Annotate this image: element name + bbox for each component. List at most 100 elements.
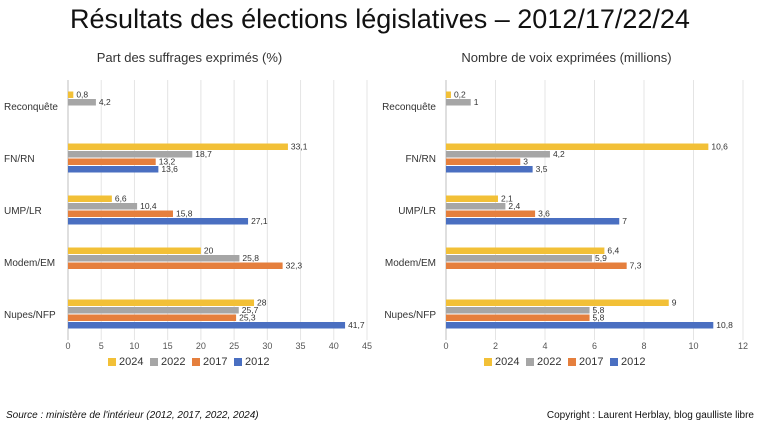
legend-label: 2017	[203, 356, 227, 368]
x-tick-label: 12	[738, 341, 748, 351]
bar-2012	[68, 166, 159, 173]
data-label: 6,4	[607, 246, 619, 256]
bar-2022	[446, 203, 506, 210]
bar-2024	[68, 91, 74, 98]
data-label: 25,3	[239, 313, 256, 323]
source-note: Source : ministère de l'intérieur (2012,…	[6, 410, 259, 421]
bar-2017	[446, 158, 521, 165]
data-label: 2,1	[501, 194, 513, 204]
data-label: 5,8	[593, 313, 605, 323]
bar-2022	[68, 307, 239, 314]
bar-2017	[68, 314, 237, 321]
data-label: 3,6	[538, 209, 550, 219]
data-label: 5,9	[595, 253, 607, 263]
legend-label: 2022	[537, 356, 561, 368]
x-tick-label: 15	[163, 341, 173, 351]
bar-2012	[446, 322, 714, 329]
data-label: 5,8	[593, 305, 605, 315]
legend-label: 2012	[245, 356, 269, 368]
bar-2024	[68, 247, 201, 254]
category-label: Nupes/NFP	[384, 310, 436, 321]
x-tick-label: 40	[329, 341, 339, 351]
data-label: 0,2	[454, 90, 466, 100]
bar-2024	[68, 143, 288, 150]
data-label: 32,3	[286, 261, 303, 271]
legend-label: 2017	[579, 356, 603, 368]
data-label: 25,7	[242, 305, 259, 315]
bar-2024	[446, 247, 605, 254]
bar-2022	[446, 151, 550, 158]
category-label: Modem/EM	[385, 258, 436, 269]
data-label: 27,1	[251, 216, 268, 226]
legend-label: 2024	[119, 356, 143, 368]
legend-label: 2022	[161, 356, 185, 368]
category-label: Reconquête	[382, 102, 436, 113]
legend-swatch-2012	[234, 358, 242, 366]
category-label: UMP/LR	[4, 206, 42, 217]
x-tick-label: 6	[592, 341, 597, 351]
bar-2012	[446, 218, 620, 225]
category-label: FN/RN	[4, 154, 35, 165]
x-tick-label: 25	[229, 341, 239, 351]
bar-2022	[446, 99, 471, 106]
legend-label: 2012	[621, 356, 645, 368]
legend-swatch-2024	[484, 358, 492, 366]
bar-2012	[68, 218, 249, 225]
bar-2024	[446, 91, 451, 98]
bar-2017	[446, 210, 536, 217]
bar-2024	[446, 299, 669, 306]
data-label: 28	[257, 298, 267, 308]
bar-2024	[446, 195, 498, 202]
data-label: 3	[523, 157, 528, 167]
data-label: 1	[474, 97, 479, 107]
data-label: 25,8	[242, 253, 259, 263]
legend-label: 2024	[495, 356, 519, 368]
bar-2022	[68, 203, 138, 210]
bar-2017	[68, 262, 283, 269]
data-label: 7,3	[630, 261, 642, 271]
bar-2024	[68, 299, 255, 306]
x-tick-label: 10	[129, 341, 139, 351]
x-tick-label: 0	[443, 341, 448, 351]
x-tick-label: 10	[688, 341, 698, 351]
vote-count-chart: Nombre de voix exprimées (millions) 0 2 4 6 8…	[382, 50, 748, 368]
data-label: 0,8	[76, 90, 88, 100]
bar-2017	[446, 262, 627, 269]
bar-2024	[68, 195, 112, 202]
legend-swatch-2022	[526, 358, 534, 366]
data-label: 2,4	[508, 201, 520, 211]
bar-2022	[446, 255, 593, 262]
category-label: Nupes/NFP	[4, 310, 56, 321]
category-label: Reconquête	[4, 102, 58, 113]
x-tick-label: 4	[542, 341, 547, 351]
data-label: 6,6	[115, 194, 127, 204]
bar-2022	[68, 151, 193, 158]
data-label: 13,2	[159, 157, 176, 167]
data-label: 10,6	[711, 142, 728, 152]
page-title: Résultats des élections législatives – 2…	[70, 4, 690, 34]
legend-swatch-2017	[568, 358, 576, 366]
data-label: 9	[672, 298, 677, 308]
data-label: 7	[622, 216, 627, 226]
category-label: Modem/EM	[4, 258, 55, 269]
legend-swatch-2017	[192, 358, 200, 366]
data-label: 10,4	[140, 201, 157, 211]
data-label: 3,5	[536, 164, 548, 174]
data-label: 15,8	[176, 209, 193, 219]
bar-2022	[68, 255, 240, 262]
legend-swatch-2024	[108, 358, 116, 366]
data-label: 4,2	[99, 97, 111, 107]
x-tick-label: 2	[493, 341, 498, 351]
category-label: UMP/LR	[398, 206, 436, 217]
data-label: 20	[204, 246, 214, 256]
bar-2022	[68, 99, 96, 106]
x-tick-label: 30	[262, 341, 272, 351]
copyright-note: Copyright : Laurent Herblay, blog gaulli…	[546, 410, 754, 421]
data-label: 33,1	[291, 142, 308, 152]
bar-2017	[68, 158, 156, 165]
vote-share-chart: Part des suffrages exprimés (%)0 5 10 15 20 2…	[4, 50, 372, 368]
x-tick-label: 35	[296, 341, 306, 351]
bar-2017	[68, 210, 173, 217]
chart-title: Nombre de voix exprimées (millions)	[461, 50, 671, 65]
x-tick-label: 20	[196, 341, 206, 351]
